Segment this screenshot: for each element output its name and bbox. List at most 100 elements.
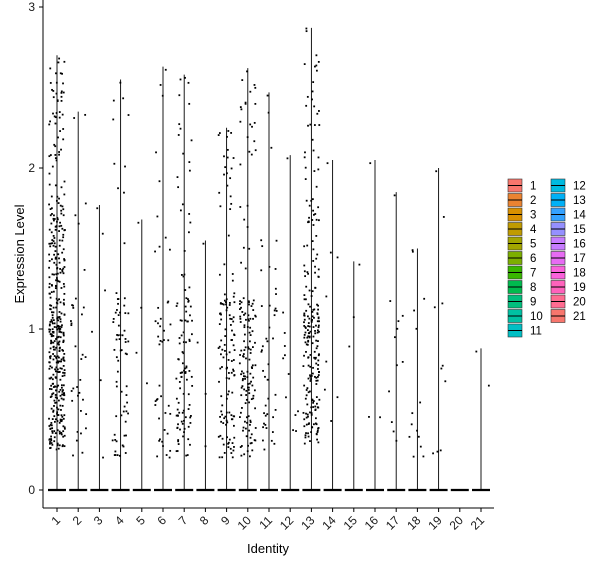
data-point: [49, 328, 52, 331]
data-point: [310, 406, 313, 409]
data-point: [58, 230, 60, 232]
data-point: [316, 375, 319, 378]
data-point: [305, 412, 307, 415]
data-point: [56, 277, 58, 279]
data-point: [313, 124, 316, 126]
data-point: [61, 324, 63, 327]
data-point: [51, 427, 54, 430]
data-point: [297, 410, 299, 413]
data-point: [223, 343, 226, 346]
data-point: [315, 69, 318, 72]
data-point: [58, 257, 60, 260]
data-point: [314, 65, 316, 68]
data-point: [184, 371, 187, 373]
violin-group-1: [48, 55, 66, 492]
data-point: [59, 204, 62, 207]
data-point: [243, 349, 246, 351]
data-point: [159, 339, 162, 342]
data-point: [49, 447, 51, 449]
data-point: [317, 427, 319, 430]
data-point: [62, 332, 65, 335]
data-point: [63, 259, 66, 262]
data-point: [48, 425, 51, 427]
data-point: [124, 352, 127, 355]
data-point: [317, 368, 319, 370]
data-point: [55, 112, 58, 114]
data-point: [51, 311, 53, 314]
data-point: [317, 168, 320, 171]
x-tick-label: 17: [383, 513, 403, 533]
data-point: [49, 347, 52, 350]
data-point: [274, 408, 277, 411]
data-point: [181, 203, 184, 206]
data-point: [52, 90, 55, 92]
data-point: [48, 367, 51, 370]
data-point: [163, 429, 166, 431]
data-point: [264, 404, 267, 407]
data-point: [58, 197, 60, 200]
data-point: [63, 298, 65, 301]
data-point: [307, 364, 310, 367]
data-point: [184, 289, 187, 291]
y-tick-label: 2: [28, 161, 35, 175]
data-point: [251, 449, 254, 452]
data-point: [177, 414, 179, 417]
legend-item-11: 11: [507, 323, 542, 338]
data-point: [303, 298, 306, 301]
data-point: [272, 337, 274, 340]
legend-item-3: 3: [507, 207, 536, 222]
data-point: [246, 70, 248, 73]
data-point: [304, 341, 307, 344]
data-point: [55, 199, 58, 202]
data-point: [249, 442, 252, 445]
data-point: [251, 330, 254, 333]
data-point: [84, 202, 87, 205]
data-point: [243, 333, 246, 336]
data-point: [305, 199, 308, 202]
data-point: [303, 325, 306, 327]
data-point: [316, 429, 319, 432]
data-point: [54, 418, 57, 421]
data-point: [302, 365, 305, 367]
data-point: [239, 120, 242, 123]
data-point: [57, 384, 60, 387]
legend-label: 15: [573, 224, 586, 236]
data-point: [62, 248, 65, 251]
data-point: [247, 300, 250, 303]
data-point: [318, 371, 320, 374]
data-point: [178, 411, 181, 414]
data-point: [155, 398, 158, 401]
violin-group-7: [175, 74, 194, 492]
data-point: [263, 448, 266, 451]
data-point: [50, 422, 53, 424]
legend-item-14: 14: [550, 207, 586, 222]
violin-group-16: [366, 159, 384, 492]
data-point: [309, 375, 312, 378]
data-point: [49, 242, 52, 245]
data-point: [49, 67, 52, 70]
data-point: [314, 417, 317, 420]
violin-group-17: [387, 192, 406, 492]
data-point: [218, 132, 221, 134]
legend-item-19: 19: [550, 280, 586, 294]
data-point: [70, 320, 72, 322]
data-point: [178, 342, 181, 345]
data-point: [306, 95, 309, 98]
x-tick-label: 14: [319, 513, 339, 533]
data-point: [250, 442, 253, 444]
data-point: [314, 332, 317, 335]
data-point: [229, 324, 232, 326]
data-point: [63, 303, 65, 306]
data-point: [169, 449, 172, 452]
data-point: [369, 162, 372, 165]
data-point: [58, 239, 61, 242]
data-point: [119, 311, 121, 314]
data-point: [61, 349, 64, 351]
data-point: [423, 297, 426, 300]
data-point: [60, 397, 63, 400]
data-point: [396, 327, 399, 330]
data-point: [313, 308, 316, 311]
data-point: [59, 72, 62, 75]
data-point: [220, 339, 223, 342]
data-point: [274, 268, 277, 270]
